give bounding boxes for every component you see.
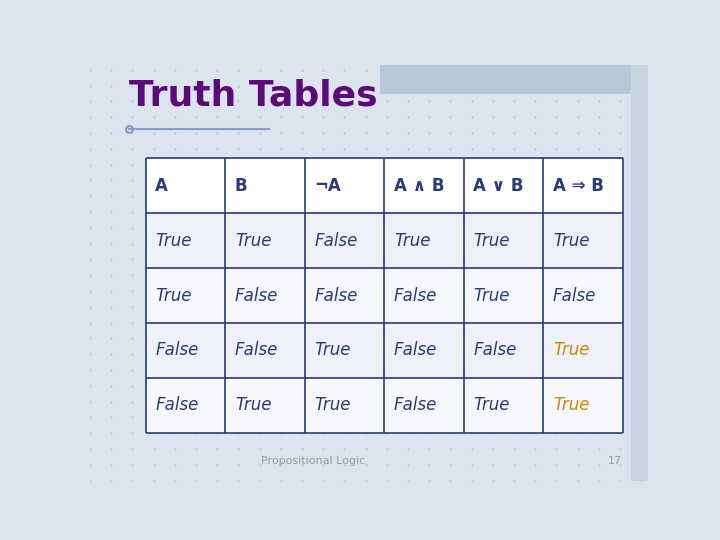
Text: True: True (235, 396, 271, 414)
Text: Truth Tables: Truth Tables (129, 79, 378, 113)
Text: False: False (394, 396, 437, 414)
Text: 17: 17 (608, 456, 621, 466)
Text: A ⇒ B: A ⇒ B (553, 177, 604, 195)
FancyBboxPatch shape (380, 65, 648, 94)
Text: A ∨ B: A ∨ B (474, 177, 524, 195)
FancyBboxPatch shape (145, 378, 623, 433)
Text: True: True (156, 232, 192, 249)
Text: True: True (474, 232, 510, 249)
Text: False: False (394, 341, 437, 360)
Text: A: A (156, 177, 168, 195)
Text: True: True (315, 396, 351, 414)
Text: True: True (553, 341, 590, 360)
Text: True: True (315, 341, 351, 360)
Text: True: True (474, 396, 510, 414)
FancyBboxPatch shape (631, 65, 648, 481)
Text: ¬A: ¬A (315, 177, 341, 195)
Text: False: False (474, 341, 517, 360)
Text: True: True (156, 287, 192, 305)
Text: False: False (235, 287, 278, 305)
Text: True: True (553, 396, 590, 414)
FancyBboxPatch shape (145, 323, 623, 378)
Text: A ∧ B: A ∧ B (394, 177, 444, 195)
Text: False: False (235, 341, 278, 360)
Text: B: B (235, 177, 248, 195)
Text: False: False (156, 341, 199, 360)
Text: True: True (474, 287, 510, 305)
Text: False: False (315, 232, 358, 249)
Text: True: True (553, 232, 590, 249)
Text: True: True (394, 232, 431, 249)
Text: False: False (156, 396, 199, 414)
Text: True: True (235, 232, 271, 249)
Text: False: False (315, 287, 358, 305)
Text: False: False (394, 287, 437, 305)
FancyBboxPatch shape (145, 213, 623, 268)
FancyBboxPatch shape (145, 158, 623, 433)
Text: False: False (553, 287, 596, 305)
Text: Propositional Logic: Propositional Logic (261, 456, 365, 466)
FancyBboxPatch shape (145, 268, 623, 323)
